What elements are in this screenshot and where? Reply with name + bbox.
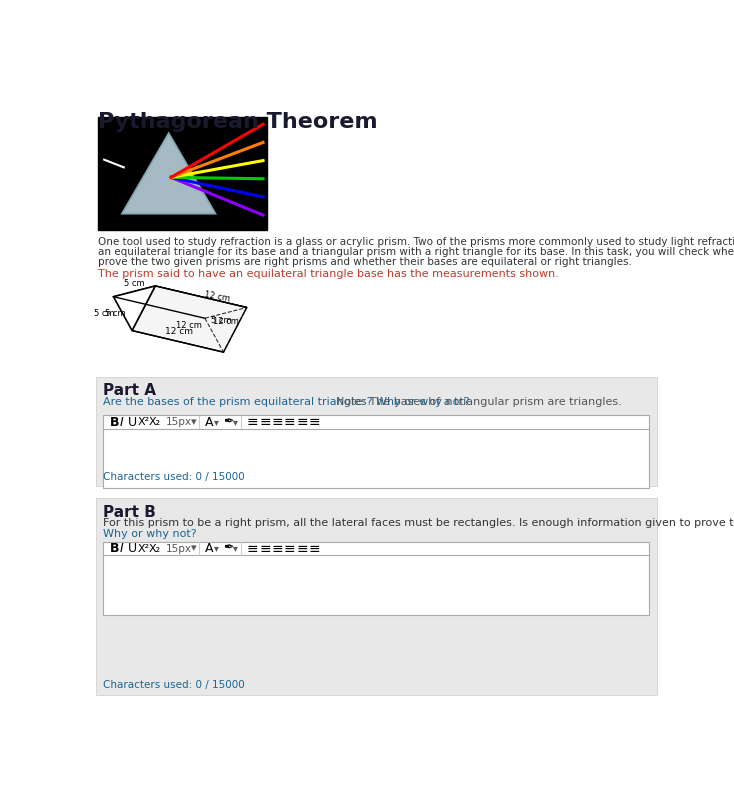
Text: 12 cm: 12 cm: [213, 316, 239, 326]
Text: ▾: ▾: [233, 543, 238, 553]
Text: ▾: ▾: [214, 543, 219, 553]
Text: ≡: ≡: [297, 542, 308, 556]
Text: X₂: X₂: [149, 417, 161, 427]
Text: One tool used to study refraction is a glass or acrylic prism. Two of the prisms: One tool used to study refraction is a g…: [98, 236, 734, 246]
Text: ▾: ▾: [191, 543, 197, 553]
Text: ≡: ≡: [309, 415, 320, 429]
Text: A: A: [205, 416, 214, 429]
Text: Part B: Part B: [103, 505, 156, 520]
Text: B: B: [109, 542, 119, 555]
Text: X²: X²: [137, 543, 150, 553]
Text: X²: X²: [137, 417, 150, 427]
Text: 12 cm: 12 cm: [165, 327, 193, 336]
Text: 15px: 15px: [166, 417, 192, 427]
Text: 12 cm: 12 cm: [176, 320, 202, 330]
Text: Characters used: 0 / 15000: Characters used: 0 / 15000: [103, 680, 245, 690]
Text: ≡: ≡: [272, 542, 283, 556]
FancyBboxPatch shape: [95, 498, 657, 695]
Text: Note: The bases of a triangular prism are triangles.: Note: The bases of a triangular prism ar…: [336, 396, 622, 407]
FancyBboxPatch shape: [95, 377, 657, 486]
Text: For this prism to be a right prism, all the lateral faces must be rectangles. Is: For this prism to be a right prism, all …: [103, 518, 734, 528]
Text: ≡: ≡: [309, 542, 320, 556]
Text: 12 cm: 12 cm: [204, 290, 231, 303]
Text: ≡: ≡: [284, 542, 296, 556]
Polygon shape: [114, 286, 156, 330]
Text: 5 cm: 5 cm: [105, 309, 126, 318]
Text: U: U: [128, 416, 137, 429]
Text: I: I: [120, 542, 123, 555]
Text: ▾: ▾: [214, 417, 219, 427]
FancyBboxPatch shape: [103, 542, 649, 615]
Text: ≡: ≡: [247, 542, 258, 556]
Text: ▾: ▾: [191, 417, 197, 427]
Polygon shape: [132, 286, 247, 352]
Text: U: U: [128, 542, 137, 555]
Text: Characters used: 0 / 15000: Characters used: 0 / 15000: [103, 472, 245, 481]
Text: 5 cm: 5 cm: [211, 316, 232, 325]
Text: The prism said to have an equilateral triangle base has the measurements shown.: The prism said to have an equilateral tr…: [98, 269, 559, 279]
Text: Are the bases of the prism equilateral triangles? Why or why not?: Are the bases of the prism equilateral t…: [103, 396, 473, 407]
Text: ≡: ≡: [284, 415, 296, 429]
Text: Why or why not?: Why or why not?: [103, 529, 197, 539]
Text: B: B: [109, 416, 119, 429]
Text: ▾: ▾: [233, 417, 238, 427]
Text: ✒: ✒: [223, 542, 234, 555]
Polygon shape: [122, 133, 215, 214]
Text: 5 cm: 5 cm: [95, 309, 115, 318]
Text: X₂: X₂: [149, 543, 161, 553]
Text: I: I: [120, 416, 123, 429]
Text: ≡: ≡: [297, 415, 308, 429]
Text: Part A: Part A: [103, 383, 156, 398]
Polygon shape: [114, 286, 247, 318]
Text: an equilateral triangle for its base and a triangular prism with a right triangl: an equilateral triangle for its base and…: [98, 246, 734, 257]
Text: ≡: ≡: [247, 415, 258, 429]
Text: A: A: [205, 542, 214, 555]
Text: 15px: 15px: [166, 543, 192, 553]
Text: prove the two given prisms are right prisms and whether their bases are equilate: prove the two given prisms are right pri…: [98, 257, 632, 267]
Text: ≡: ≡: [272, 415, 283, 429]
Text: 5 cm: 5 cm: [124, 279, 145, 288]
Text: ≡: ≡: [259, 542, 271, 556]
Text: Pythagorean Theorem: Pythagorean Theorem: [98, 112, 377, 132]
FancyBboxPatch shape: [98, 116, 267, 231]
Text: ≡: ≡: [259, 415, 271, 429]
Text: ✒: ✒: [223, 416, 234, 429]
FancyBboxPatch shape: [103, 415, 649, 488]
